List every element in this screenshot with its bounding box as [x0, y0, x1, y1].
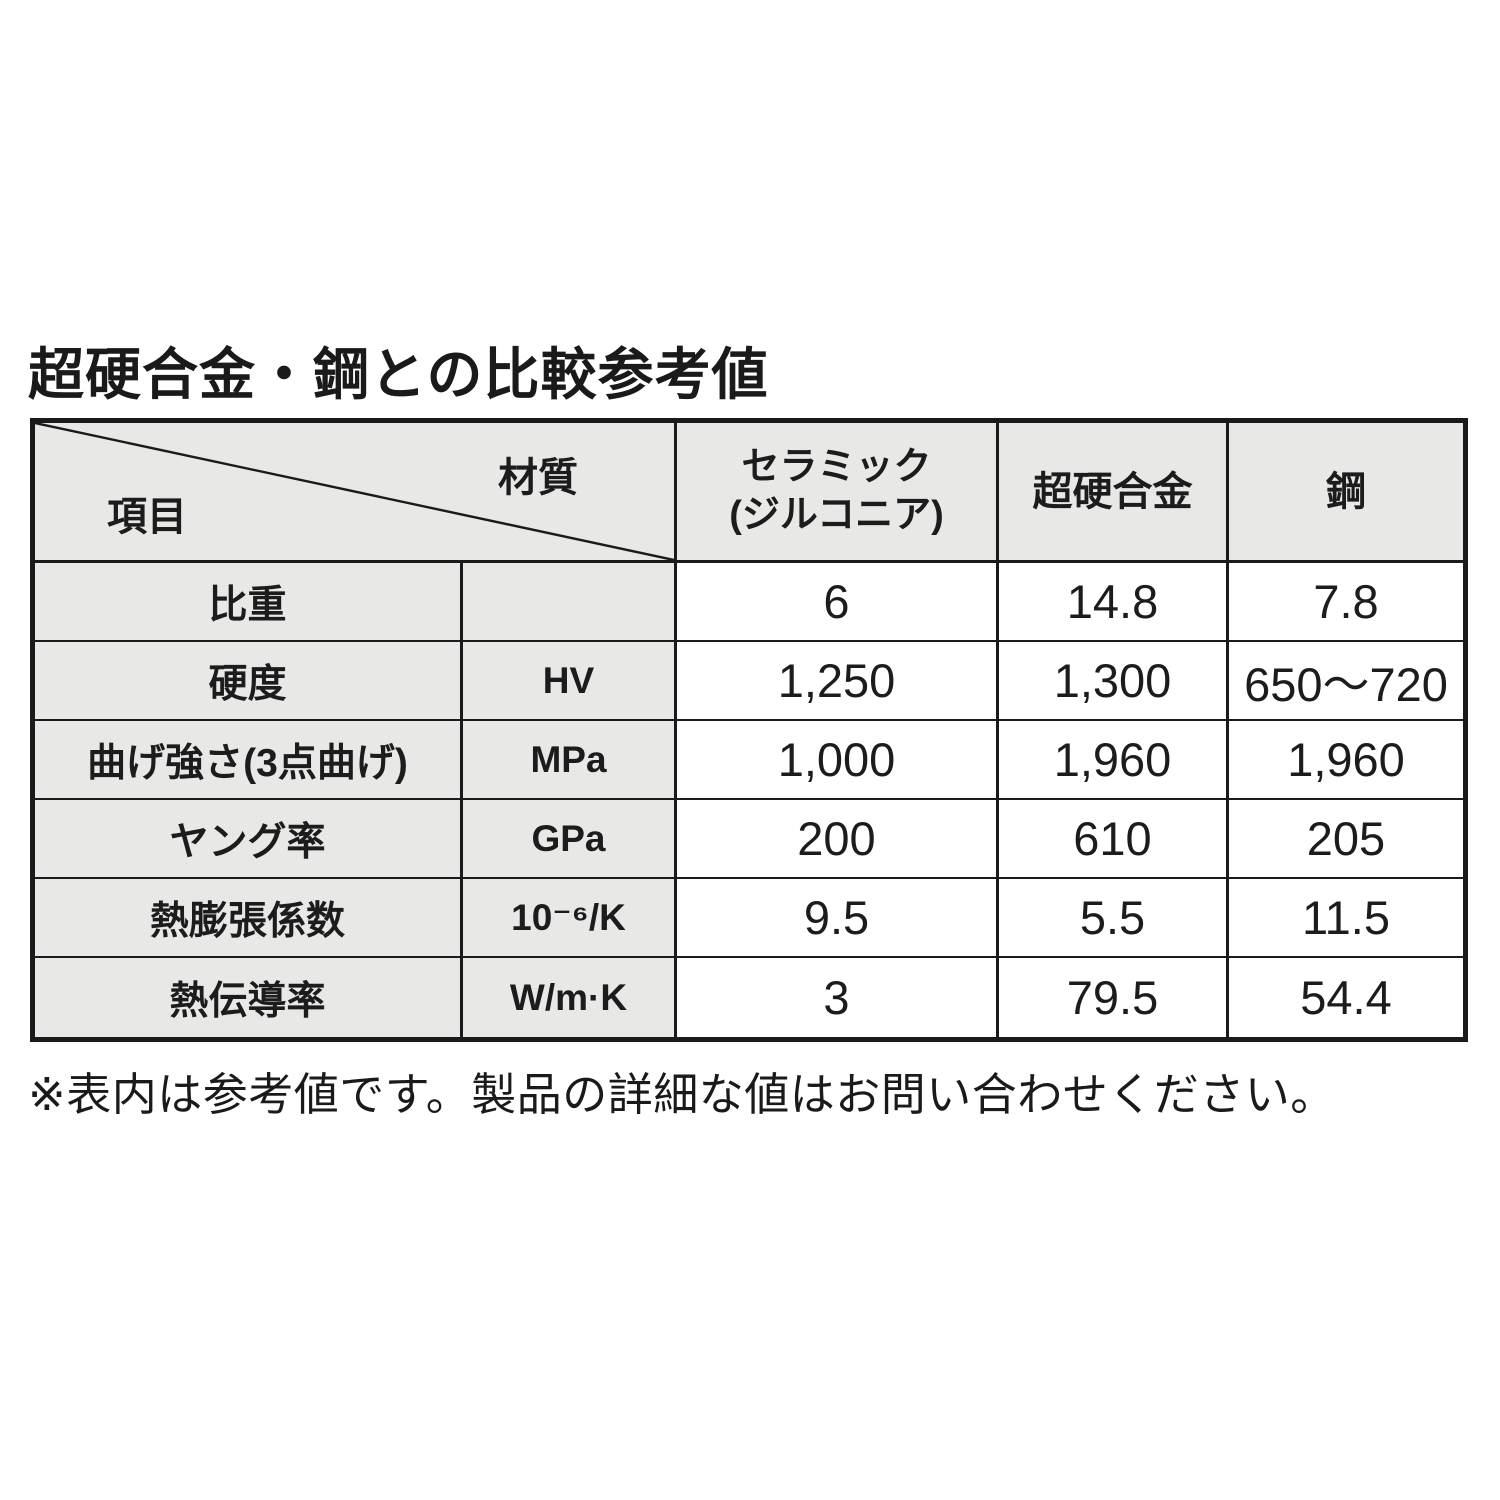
value-carbide: 1,300	[999, 642, 1229, 721]
row-unit-label: W/m·K	[463, 958, 677, 1037]
value-steel: 650〜720	[1229, 642, 1463, 721]
value-ceramic: 3	[677, 958, 999, 1037]
footnote: ※表内は参考値です。製品の詳細な値はお問い合わせください。	[28, 1069, 1336, 1120]
value-ceramic: 1,250	[677, 642, 999, 721]
column-header-carbide: 超硬合金	[999, 423, 1229, 563]
value-steel: 205	[1229, 800, 1463, 879]
value-carbide: 5.5	[999, 879, 1229, 958]
corner-header-cell: 材質 項目	[35, 423, 677, 563]
value-steel: 7.8	[1229, 563, 1463, 642]
row-item-label: 熱膨張係数	[35, 879, 463, 958]
row-item-label: 比重	[35, 563, 463, 642]
diagonal-divider-icon	[35, 423, 674, 560]
value-ceramic: 200	[677, 800, 999, 879]
comparison-table: 材質 項目 セラミック (ジルコニア) 超硬合金 鋼 比重 6 14.8 7.8…	[30, 418, 1468, 1042]
corner-label-material: 材質	[498, 456, 578, 500]
value-carbide: 610	[999, 800, 1229, 879]
row-item-label: 硬度	[35, 642, 463, 721]
value-steel: 1,960	[1229, 721, 1463, 800]
row-unit-label: MPa	[463, 721, 677, 800]
row-unit-label: HV	[463, 642, 677, 721]
corner-label-item: 項目	[107, 495, 187, 539]
value-steel: 54.4	[1300, 971, 1392, 1024]
page-title: 超硬合金・鋼との比較参考値	[28, 343, 769, 406]
value-carbide: 1,960	[999, 721, 1229, 800]
value-steel: 11.5	[1229, 879, 1463, 958]
row-unit-label: GPa	[463, 800, 677, 879]
row-unit-label: 10⁻⁶/K	[463, 879, 677, 958]
value-carbide: 14.8	[999, 563, 1229, 642]
column-header-ceramic: セラミック (ジルコニア)	[677, 423, 999, 563]
row-item-label: 曲げ強さ(3点曲げ)	[35, 721, 463, 800]
value-carbide: 79.5	[999, 958, 1229, 1037]
row-item-label: 熱伝導率	[35, 958, 463, 1037]
value-ceramic: 6	[677, 563, 999, 642]
row-unit-label	[463, 563, 677, 642]
value-ceramic: 9.5	[677, 879, 999, 958]
column-header-steel: 鋼	[1229, 423, 1463, 563]
value-ceramic: 1,000	[677, 721, 999, 800]
row-item-label: ヤング率	[35, 800, 463, 879]
